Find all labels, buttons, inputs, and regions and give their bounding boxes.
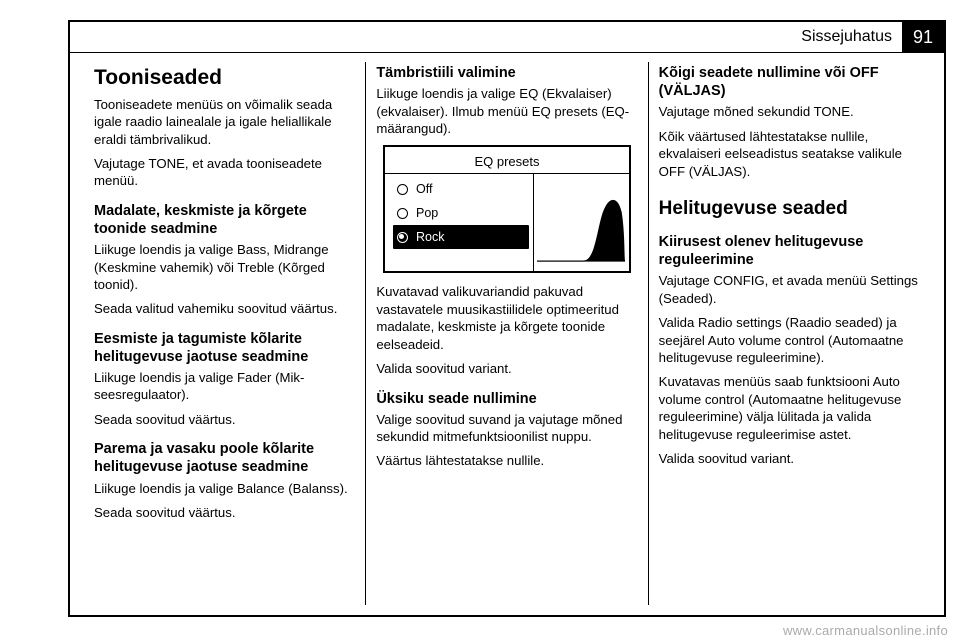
radio-icon bbox=[397, 184, 408, 195]
column-2: Tämbristiili valimine Liikuge loendis ja… bbox=[365, 62, 647, 605]
col3-heading-reset-all: Kõigi seadete nullimine või OFF (VÄLJAS) bbox=[659, 64, 920, 100]
eq-vertical-divider bbox=[533, 173, 534, 271]
eq-curve-fill bbox=[537, 201, 625, 262]
radio-selected-icon bbox=[397, 232, 408, 243]
columns: Tooniseaded Tooniseadete menüüs on võima… bbox=[84, 62, 930, 605]
eq-option-label: Rock bbox=[416, 229, 444, 246]
watermark: www.carmanualsonline.info bbox=[783, 623, 948, 638]
col1-heading-tone: Tooniseaded bbox=[94, 64, 355, 92]
header-page-number: 91 bbox=[902, 22, 944, 52]
page-frame: Sissejuhatus 91 Tooniseaded Tooniseadete… bbox=[68, 20, 946, 617]
eq-header-rule bbox=[385, 173, 629, 174]
col1-p7: Liikuge loendis ja valige Balance (Balan… bbox=[94, 480, 355, 497]
col2-p4: Valige soovitud suvand ja vajutage mõned… bbox=[376, 411, 637, 446]
col3-p1: Vajutage mõned sekundid TONE. bbox=[659, 103, 920, 120]
col3-p2: Kõik väärtused lähtestatakse nullile, ek… bbox=[659, 128, 920, 180]
col3-p3: Vajutage CONFIG, et avada menüü Settings… bbox=[659, 272, 920, 307]
page-header: Sissejuhatus 91 bbox=[801, 22, 944, 52]
eq-option-label: Pop bbox=[416, 205, 438, 222]
eq-option-pop[interactable]: Pop bbox=[393, 201, 529, 225]
eq-option-rock[interactable]: Rock bbox=[393, 225, 529, 249]
col1-heading-bass: Madalate, keskmiste ja kõrgete toonide s… bbox=[94, 202, 355, 238]
col2-p5: Väärtus lähtestatakse nullile. bbox=[376, 452, 637, 469]
eq-preset-title: EQ presets bbox=[474, 153, 539, 170]
eq-preset-screen: EQ presets Off Pop bbox=[383, 145, 631, 273]
col3-p6: Valida soovitud variant. bbox=[659, 450, 920, 467]
eq-preset-figure: EQ presets Off Pop bbox=[376, 145, 637, 273]
column-3: Kõigi seadete nullimine või OFF (VÄLJAS)… bbox=[648, 62, 930, 605]
header-section-title: Sissejuhatus bbox=[801, 28, 902, 46]
eq-option-list: Off Pop Rock bbox=[393, 177, 529, 249]
col2-p2: Kuvatavad valikuvariandid pakuvad vastav… bbox=[376, 283, 637, 353]
eq-option-off[interactable]: Off bbox=[393, 177, 529, 201]
header-rule bbox=[70, 52, 944, 53]
col3-heading-volume: Helitugevuse seaded bbox=[659, 196, 920, 221]
column-1: Tooniseaded Tooniseadete menüüs on võima… bbox=[84, 62, 365, 605]
col1-p8: Seada soovitud väärtus. bbox=[94, 504, 355, 521]
col3-p5: Kuvatavas menüüs saab funktsiooni Auto v… bbox=[659, 373, 920, 443]
col2-heading-reset-one: Üksiku seade nullimine bbox=[376, 390, 637, 408]
col1-p2: Vajutage TONE, et avada tooniseadete men… bbox=[94, 155, 355, 190]
col1-p3: Liikuge loendis ja valige Bass, Midrange… bbox=[94, 241, 355, 293]
col1-p4: Seada valitud vahemiku soovitud väärtus. bbox=[94, 300, 355, 317]
eq-option-label: Off bbox=[416, 181, 432, 198]
col1-heading-balance: Parema ja vasaku poole kõlarite helituge… bbox=[94, 440, 355, 476]
col1-p5: Liikuge loendis ja valige Fader (Mik‐see… bbox=[94, 369, 355, 404]
radio-icon bbox=[397, 208, 408, 219]
col1-heading-fader: Eesmiste ja tagumiste kõlarite helitugev… bbox=[94, 330, 355, 366]
eq-curve-graph bbox=[537, 177, 625, 265]
col1-p6: Seada soovitud väärtus. bbox=[94, 411, 355, 428]
col2-heading-eq: Tämbristiili valimine bbox=[376, 64, 637, 82]
col2-p3: Valida soovitud variant. bbox=[376, 360, 637, 377]
col3-p4: Valida Radio settings (Raadio seaded) ja… bbox=[659, 314, 920, 366]
col1-p1: Tooniseadete menüüs on võimalik seada ig… bbox=[94, 96, 355, 148]
col3-heading-speed-vol: Kiirusest olenev helitugevuse reguleerim… bbox=[659, 233, 920, 269]
col2-p1: Liikuge loendis ja valige EQ (Ekvalaiser… bbox=[376, 85, 637, 137]
